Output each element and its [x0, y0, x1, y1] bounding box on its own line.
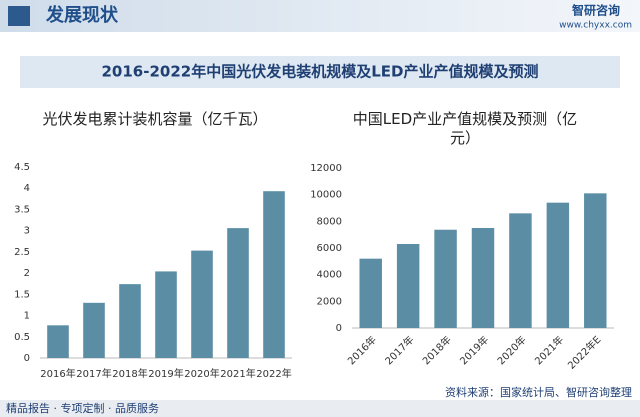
bar: [584, 193, 607, 328]
x-tick-label: 2018年: [420, 333, 454, 367]
y-tick-label: 3.5: [14, 204, 30, 215]
x-tick-label: 2021年: [532, 333, 566, 367]
y-tick-label: 0: [336, 323, 342, 334]
header-band: [0, 0, 640, 32]
x-tick-label: 2022年: [256, 367, 291, 380]
header-icon: [8, 6, 30, 26]
bar: [471, 228, 495, 328]
y-tick-label: 2000: [317, 296, 342, 307]
y-tick-label: 8000: [317, 216, 342, 227]
bar: [263, 191, 285, 358]
x-tick-label: 2017年: [76, 367, 111, 380]
bar: [227, 228, 249, 358]
header-title: 发展现状: [45, 4, 119, 26]
footer-slogan: 精品报告 · 专项定制 · 品质服务: [6, 401, 159, 415]
banner: 2016-2022年中国光伏发电装机规模及LED产业产值规模及预测: [102, 63, 539, 81]
bar: [191, 250, 213, 358]
x-tick-label: 2022年E: [565, 333, 604, 372]
x-tick-label: 2019年: [457, 333, 491, 367]
y-tick-label: 3: [24, 226, 30, 237]
url: www.chyxx.com: [559, 21, 632, 31]
x-tick-label: 2016年: [40, 367, 75, 380]
chart-title: 中国LED产业产值规模及预测（亿元）: [352, 110, 578, 147]
y-tick-label: 4.5: [14, 162, 30, 173]
y-tick-label: 2: [24, 268, 30, 279]
x-tick-label: 2020年: [184, 367, 219, 380]
footer-bg: [0, 400, 640, 417]
x-tick-label: 2021年: [220, 367, 255, 380]
y-tick-label: 2.5: [14, 247, 30, 258]
y-tick-label: 0.5: [14, 332, 30, 343]
y-tick-label: 4000: [317, 270, 342, 281]
y-tick-label: 0: [24, 353, 30, 364]
y-tick-label: 10000: [310, 190, 342, 201]
x-tick-label: 2017年: [382, 333, 416, 367]
x-tick-label: 2018年: [112, 367, 147, 380]
y-tick-label: 12000: [310, 163, 342, 174]
chart-title: 光伏发电累计装机容量（亿千瓦）: [42, 110, 268, 128]
bar: [396, 244, 420, 328]
bar: [359, 258, 382, 328]
bar: [119, 284, 141, 358]
x-tick-label: 2020年: [494, 333, 528, 367]
bar: [47, 325, 69, 358]
bar: [509, 213, 532, 328]
bar: [546, 202, 570, 328]
y-tick-label: 1.5: [14, 289, 30, 300]
banner-bg: [20, 56, 620, 88]
x-tick-label: 2016年: [345, 333, 379, 367]
brand: 智研咨询: [571, 3, 620, 18]
y-tick-label: 1: [24, 311, 30, 322]
bar: [434, 229, 457, 328]
bar: [155, 271, 177, 358]
x-tick-label: 2019年: [148, 367, 183, 380]
y-tick-label: 4: [24, 183, 30, 194]
bar: [83, 302, 105, 358]
y-tick-label: 6000: [317, 243, 342, 254]
source: 资料来源：国家统计局、智研咨询整理: [445, 385, 632, 399]
